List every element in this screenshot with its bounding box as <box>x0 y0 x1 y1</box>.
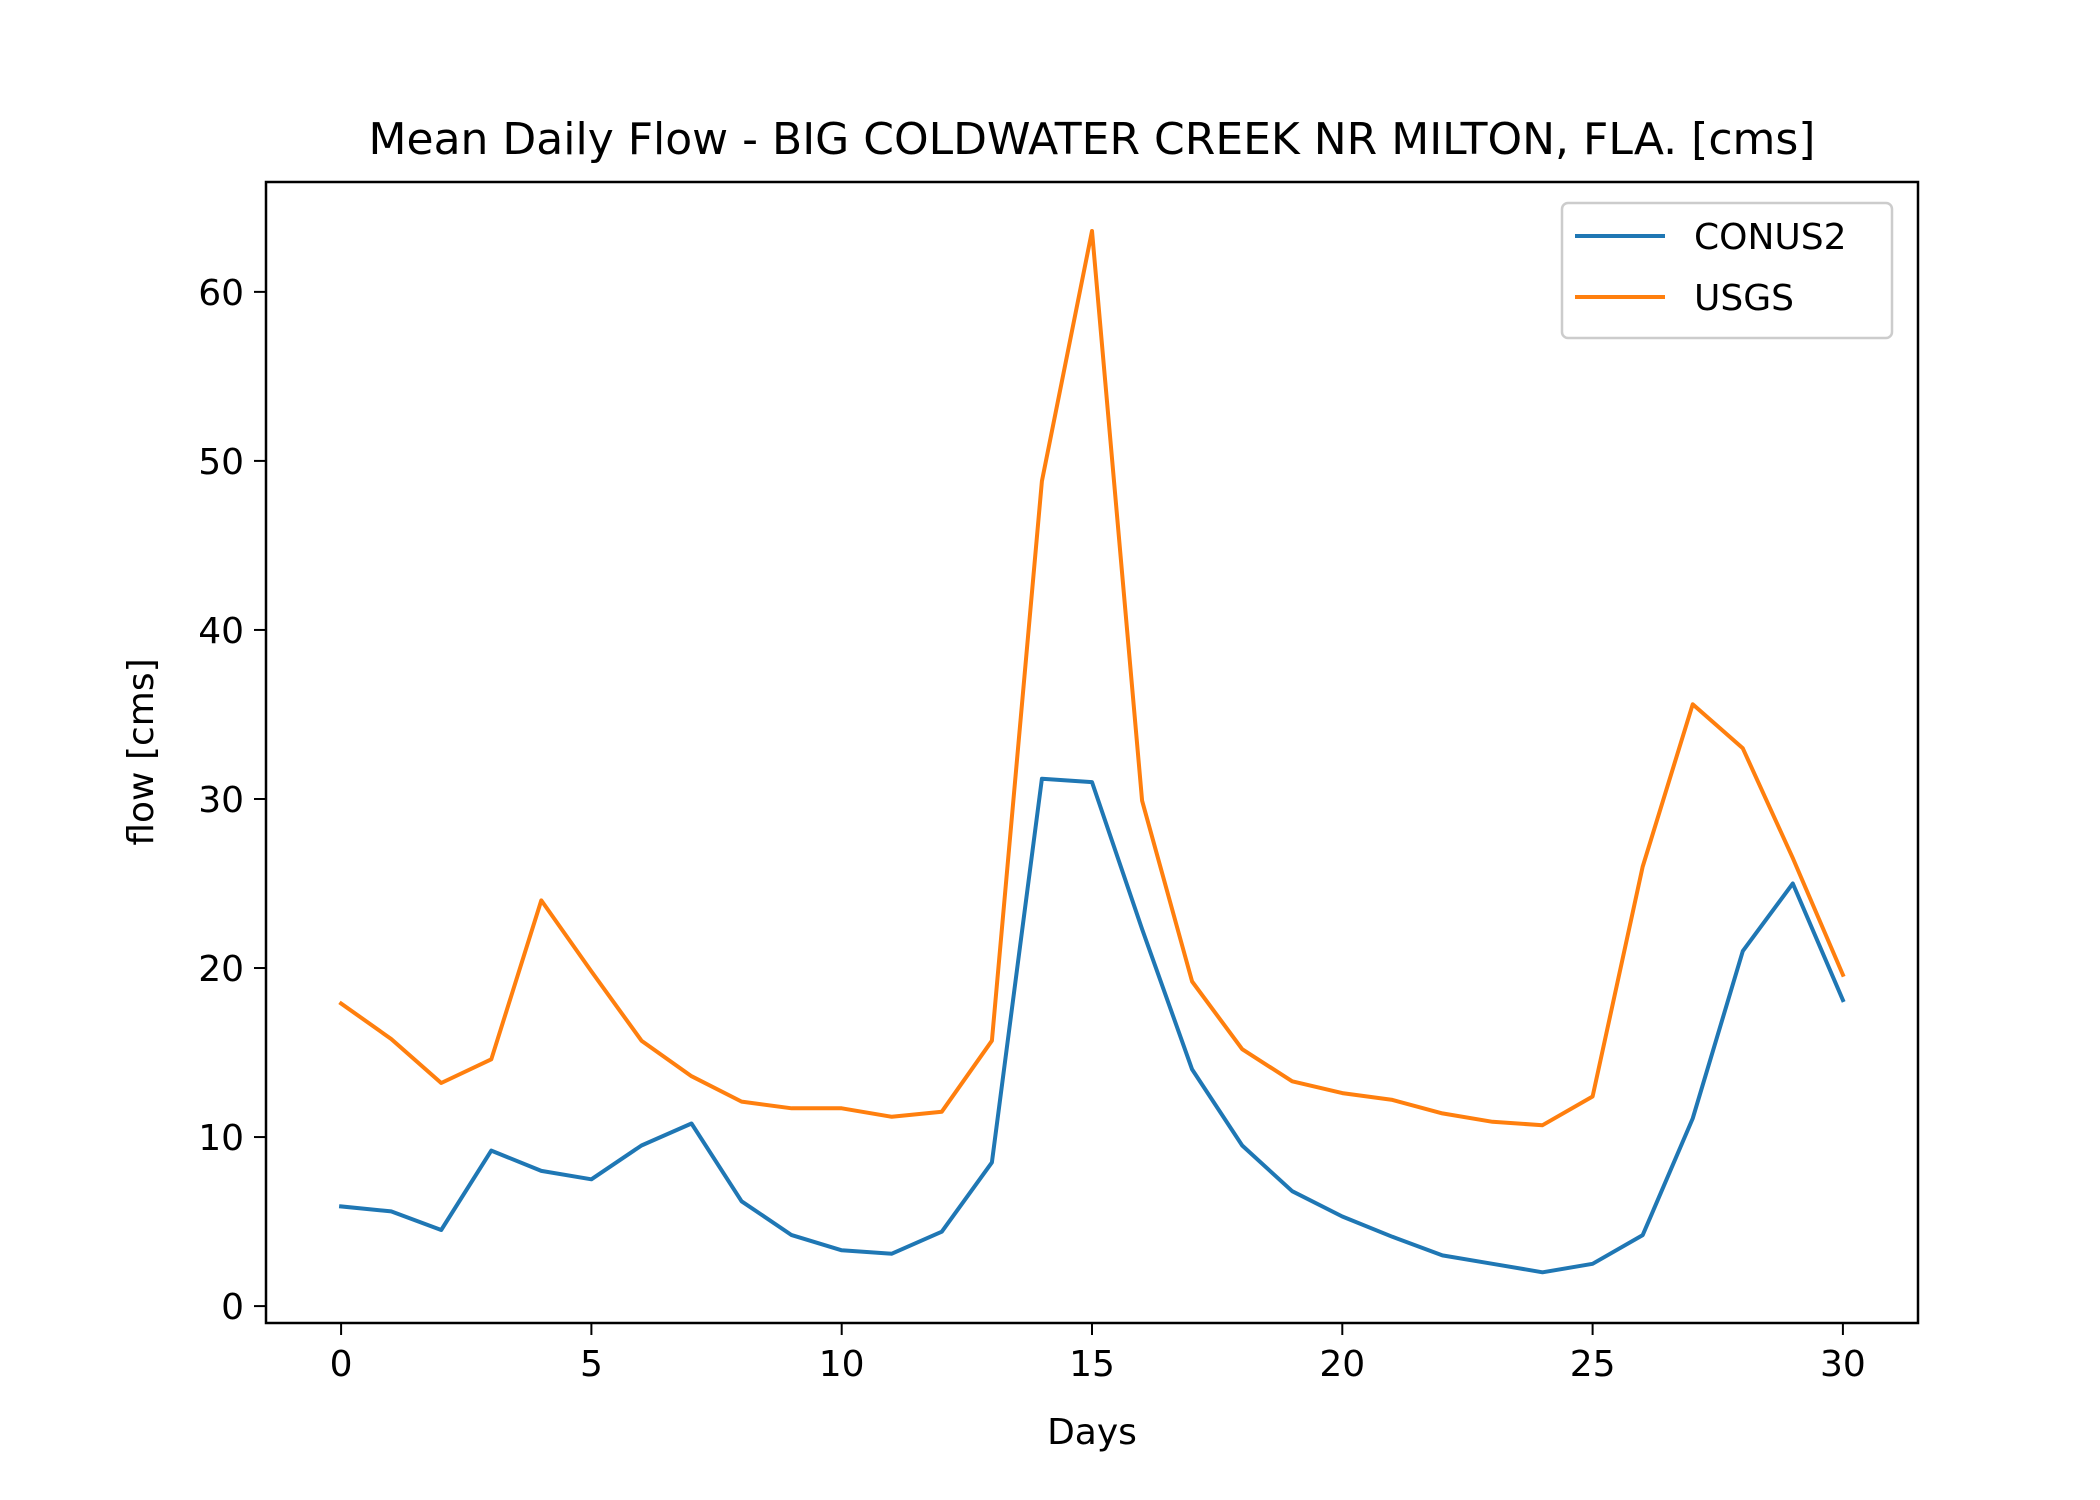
x-tick-label: 30 <box>1820 1344 1866 1385</box>
y-axis-label: flow [cms] <box>121 658 162 845</box>
y-tick-label: 60 <box>198 273 244 314</box>
x-axis: 0 5 10 15 20 25 30 <box>330 1323 1866 1385</box>
y-tick-label: 40 <box>198 611 244 652</box>
y-tick-label: 20 <box>198 949 244 990</box>
chart-title: Mean Daily Flow - BIG COLDWATER CREEK NR… <box>369 114 1816 165</box>
series-line-usgs <box>338 229 1846 1128</box>
y-tick-label: 50 <box>198 442 244 483</box>
y-tick-label: 10 <box>198 1118 244 1159</box>
x-tick-label: 5 <box>580 1344 603 1385</box>
x-tick-label: 20 <box>1319 1344 1365 1385</box>
x-tick-label: 10 <box>819 1344 865 1385</box>
x-tick-label: 25 <box>1570 1344 1616 1385</box>
y-axis: 0 10 20 30 40 50 60 <box>198 273 266 1328</box>
series-line-conus2 <box>338 776 1846 1275</box>
x-axis-label: Days <box>1047 1412 1137 1453</box>
legend-label-conus2: CONUS2 <box>1694 217 1847 258</box>
legend-label-usgs: USGS <box>1694 278 1794 319</box>
y-tick-label: 30 <box>198 780 244 821</box>
x-tick-label: 15 <box>1069 1344 1115 1385</box>
x-tick-label: 0 <box>330 1344 353 1385</box>
series-layer <box>338 229 1846 1275</box>
legend: CONUS2 USGS <box>1560 201 1894 340</box>
y-tick-label: 0 <box>221 1287 244 1328</box>
